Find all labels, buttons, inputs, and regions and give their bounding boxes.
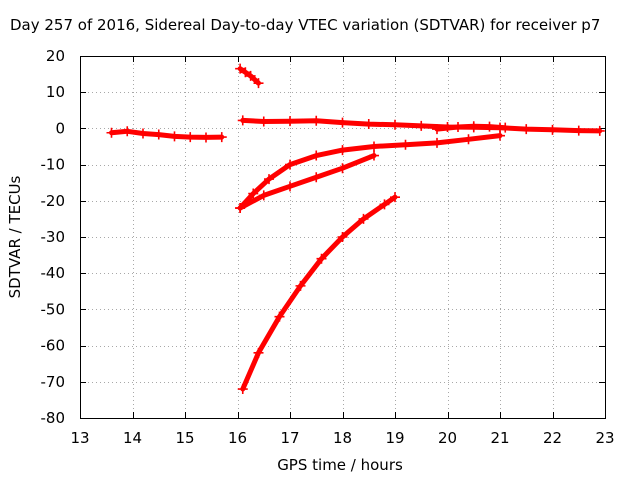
data-point-marker bbox=[240, 67, 251, 78]
data-point-marker bbox=[573, 125, 584, 136]
data-point-marker bbox=[369, 150, 379, 161]
x-tick-label: 14 bbox=[123, 429, 142, 447]
data-point-marker bbox=[337, 145, 348, 156]
data-point-marker bbox=[237, 384, 248, 395]
data-point-marker bbox=[337, 163, 348, 174]
data-point-marker bbox=[235, 203, 246, 214]
y-tick-label: 0 bbox=[55, 119, 65, 137]
data-point-marker bbox=[316, 253, 327, 264]
series-arc-1 bbox=[106, 126, 227, 143]
data-point-marker bbox=[416, 120, 427, 131]
series-band bbox=[240, 194, 398, 392]
data-point-marker bbox=[295, 280, 306, 291]
data-point-marker bbox=[594, 125, 605, 136]
data-point-marker bbox=[363, 119, 374, 130]
x-tick-label: 13 bbox=[70, 429, 89, 447]
x-tick-label: 23 bbox=[595, 429, 614, 447]
series-arc-5 bbox=[235, 150, 379, 214]
series-band bbox=[237, 66, 261, 86]
data-point-marker bbox=[453, 121, 463, 132]
data-point-marker bbox=[248, 188, 259, 199]
data-point-marker bbox=[258, 190, 269, 201]
labels-layer: 13 14 15 16 17 18 19 20 21 22 23 20 10 0 -10 -20 -30 -40 -… bbox=[41, 47, 615, 447]
data-point-marker bbox=[258, 116, 269, 127]
y-tick-label: 10 bbox=[46, 83, 65, 101]
data-point-marker bbox=[432, 124, 442, 135]
data-point-marker bbox=[432, 137, 442, 148]
y-tick-label: -10 bbox=[41, 156, 66, 174]
y-tick-label: 20 bbox=[46, 47, 65, 65]
data-point-marker bbox=[122, 126, 133, 137]
data-point-marker bbox=[521, 124, 532, 135]
x-tick-label: 15 bbox=[175, 429, 194, 447]
data-point-marker bbox=[138, 128, 148, 139]
data-point-marker bbox=[390, 119, 400, 130]
x-tick-label: 18 bbox=[333, 429, 352, 447]
data-point-marker bbox=[337, 232, 348, 242]
data-point-marker bbox=[369, 141, 379, 152]
data-point-marker bbox=[311, 172, 322, 183]
x-axis-label: GPS time / hours bbox=[277, 456, 403, 474]
data-point-marker bbox=[358, 213, 369, 224]
data-point-marker bbox=[185, 132, 196, 143]
x-tick-label: 17 bbox=[280, 429, 299, 447]
data-point-marker bbox=[216, 132, 227, 143]
chart-title: Day 257 of 2016, Sidereal Day-to-day VTE… bbox=[10, 16, 600, 34]
data-point-marker bbox=[253, 78, 264, 89]
y-tick-label: -20 bbox=[41, 192, 66, 210]
data-point-marker bbox=[274, 311, 285, 322]
series-arc-7 bbox=[432, 121, 511, 135]
data-point-marker bbox=[484, 121, 495, 132]
series-arc-6 bbox=[237, 192, 400, 395]
data-point-marker bbox=[285, 181, 295, 192]
y-tick-label: -60 bbox=[41, 337, 66, 355]
ticks-layer bbox=[80, 56, 606, 419]
x-tick-label: 20 bbox=[438, 429, 457, 447]
data-point-marker bbox=[379, 199, 390, 210]
x-tick-label: 19 bbox=[385, 429, 404, 447]
series-band bbox=[237, 153, 377, 211]
data-point-marker bbox=[285, 116, 295, 127]
data-point-marker bbox=[106, 127, 117, 138]
data-point-marker bbox=[253, 347, 264, 358]
data-point-marker bbox=[337, 117, 348, 128]
data-point-marker bbox=[235, 63, 246, 74]
y-tick-label: -40 bbox=[41, 264, 66, 282]
data-point-marker bbox=[153, 129, 164, 140]
data-point-marker bbox=[311, 115, 322, 126]
data-point-marker bbox=[264, 174, 274, 185]
x-tick-label: 22 bbox=[543, 429, 562, 447]
y-tick-label: -80 bbox=[41, 409, 66, 427]
data-point-marker bbox=[463, 134, 474, 145]
data-point-marker bbox=[311, 150, 322, 161]
data-point-marker bbox=[547, 124, 558, 135]
data-point-marker bbox=[400, 139, 411, 150]
data-point-marker bbox=[500, 122, 511, 133]
y-tick-label: -70 bbox=[41, 373, 66, 391]
x-tick-label: 21 bbox=[490, 429, 509, 447]
data-point-marker bbox=[390, 192, 400, 203]
data-point-marker bbox=[468, 121, 479, 132]
x-tick-label: 16 bbox=[228, 429, 247, 447]
series-arc-3 bbox=[237, 115, 605, 136]
data-point-marker bbox=[169, 131, 180, 142]
y-tick-label: -50 bbox=[41, 300, 66, 318]
series-layer bbox=[106, 63, 605, 395]
data-point-marker bbox=[201, 132, 211, 143]
data-point-marker bbox=[495, 130, 505, 141]
y-tick-label: -30 bbox=[41, 228, 66, 246]
series-arc-2 bbox=[235, 63, 264, 89]
y-axis-label: SDTVAR / TECUs bbox=[6, 175, 24, 298]
data-point-marker bbox=[237, 115, 248, 126]
data-point-marker bbox=[285, 159, 295, 170]
series-arc-4 bbox=[235, 130, 505, 214]
data-point-marker bbox=[245, 70, 256, 81]
